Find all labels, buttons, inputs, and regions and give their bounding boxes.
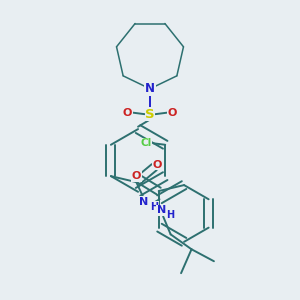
Text: H: H xyxy=(167,210,175,220)
Text: O: O xyxy=(123,108,132,118)
Text: N: N xyxy=(139,196,148,206)
Text: O: O xyxy=(152,160,162,170)
Text: O: O xyxy=(132,171,141,181)
Text: S: S xyxy=(145,108,155,121)
Text: N: N xyxy=(157,206,166,215)
Text: N: N xyxy=(145,82,155,95)
Text: O: O xyxy=(168,108,177,118)
Text: Cl: Cl xyxy=(140,138,152,148)
Text: H: H xyxy=(150,202,158,212)
